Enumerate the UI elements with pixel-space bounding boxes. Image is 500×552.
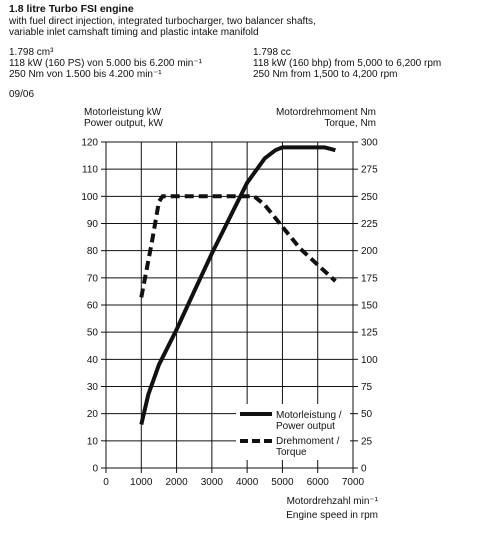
y-left-tick-label: 20 <box>87 409 99 420</box>
x-tick-label: 5000 <box>271 477 294 488</box>
y-left-tick-label: 110 <box>82 165 98 176</box>
x-axis-label-de: Motordrehzahl min⁻¹ <box>287 496 379 507</box>
y-left-tick-label: 30 <box>87 382 99 393</box>
series-layer <box>139 145 337 425</box>
x-tick-label: 1000 <box>130 477 153 488</box>
y-left-tick-label: 60 <box>87 301 99 312</box>
legend-power-line2: Power output <box>276 421 335 432</box>
y-left-tick-label: 10 <box>87 436 99 447</box>
y-right-tick-label: 75 <box>361 382 373 393</box>
legend-power-line1: Motorleistung / <box>276 410 342 421</box>
y-left-tick-label: 0 <box>92 464 98 475</box>
x-tick-label: 7000 <box>342 477 365 488</box>
y-right-tick-label: 150 <box>361 301 378 312</box>
y-left-tick-label: 40 <box>87 355 99 366</box>
spec-de-torque: 250 Nm von 1.500 bis 4.200 min⁻¹ <box>9 69 162 80</box>
x-tick-label: 6000 <box>307 477 330 488</box>
y-axis-left-label-en: Power output, kW <box>84 118 163 129</box>
y-right-tick-label: 225 <box>361 219 378 230</box>
x-axis-label-en: Engine speed in rpm <box>286 510 378 521</box>
legend-torque-line2: Torque <box>276 447 307 458</box>
y-right-tick-label: 300 <box>361 138 378 149</box>
engine-title: 1.8 litre Turbo FSI engine <box>9 3 134 15</box>
spec-en-power: 118 kW (160 bhp) from 5,000 to 6,200 rpm <box>253 58 442 69</box>
y-right-tick-label: 200 <box>361 246 378 257</box>
y-left-tick-label: 70 <box>87 273 99 284</box>
y-left-tick-label: 80 <box>87 246 99 257</box>
spec-en-torque: 250 Nm from 1,500 to 4,200 rpm <box>253 69 398 80</box>
engine-description-line1: with fuel direct injection, integrated t… <box>9 16 316 27</box>
spec-de-power: 118 kW (160 PS) von 5.000 bis 6.200 min⁻… <box>9 58 202 69</box>
x-tick-label: 0 <box>103 477 109 488</box>
y-right-tick-label: 175 <box>361 273 378 284</box>
y-left-tick-label: 90 <box>87 219 99 230</box>
y-right-tick-label: 25 <box>361 436 373 447</box>
torque-line <box>139 194 337 298</box>
y-axis-right-label-de: Motordrehmoment Nm <box>276 107 376 118</box>
chart-legend: Motorleistung / Power output Drehmoment … <box>236 404 350 460</box>
y-right-tick-label: 50 <box>361 409 373 420</box>
y-axis-left-label-de: Motorleistung kW <box>84 107 162 118</box>
y-right-tick-label: 100 <box>361 355 378 366</box>
x-tick-label: 4000 <box>236 477 259 488</box>
y-axis-right-label-en: Torque, Nm <box>324 118 376 129</box>
y-left-tick-label: 100 <box>81 192 98 203</box>
spec-de-displacement: 1.798 cm³ <box>9 47 54 58</box>
spec-en-displacement: 1.798 cc <box>253 47 291 58</box>
engine-description-line2: variable inlet camshaft timing and plast… <box>9 27 259 38</box>
legend-torque-line1: Drehmoment / <box>276 436 340 447</box>
y-right-tick-label: 0 <box>361 464 367 475</box>
issue-date: 09/06 <box>9 89 35 100</box>
y-left-tick-label: 120 <box>81 138 98 149</box>
y-right-tick-label: 275 <box>361 165 378 176</box>
power-output-line <box>139 145 336 425</box>
y-right-tick-label: 250 <box>361 192 378 203</box>
y-right-tick-label: 125 <box>361 328 378 339</box>
x-tick-label: 3000 <box>201 477 224 488</box>
x-tick-label: 2000 <box>165 477 188 488</box>
y-left-tick-label: 50 <box>87 328 99 339</box>
